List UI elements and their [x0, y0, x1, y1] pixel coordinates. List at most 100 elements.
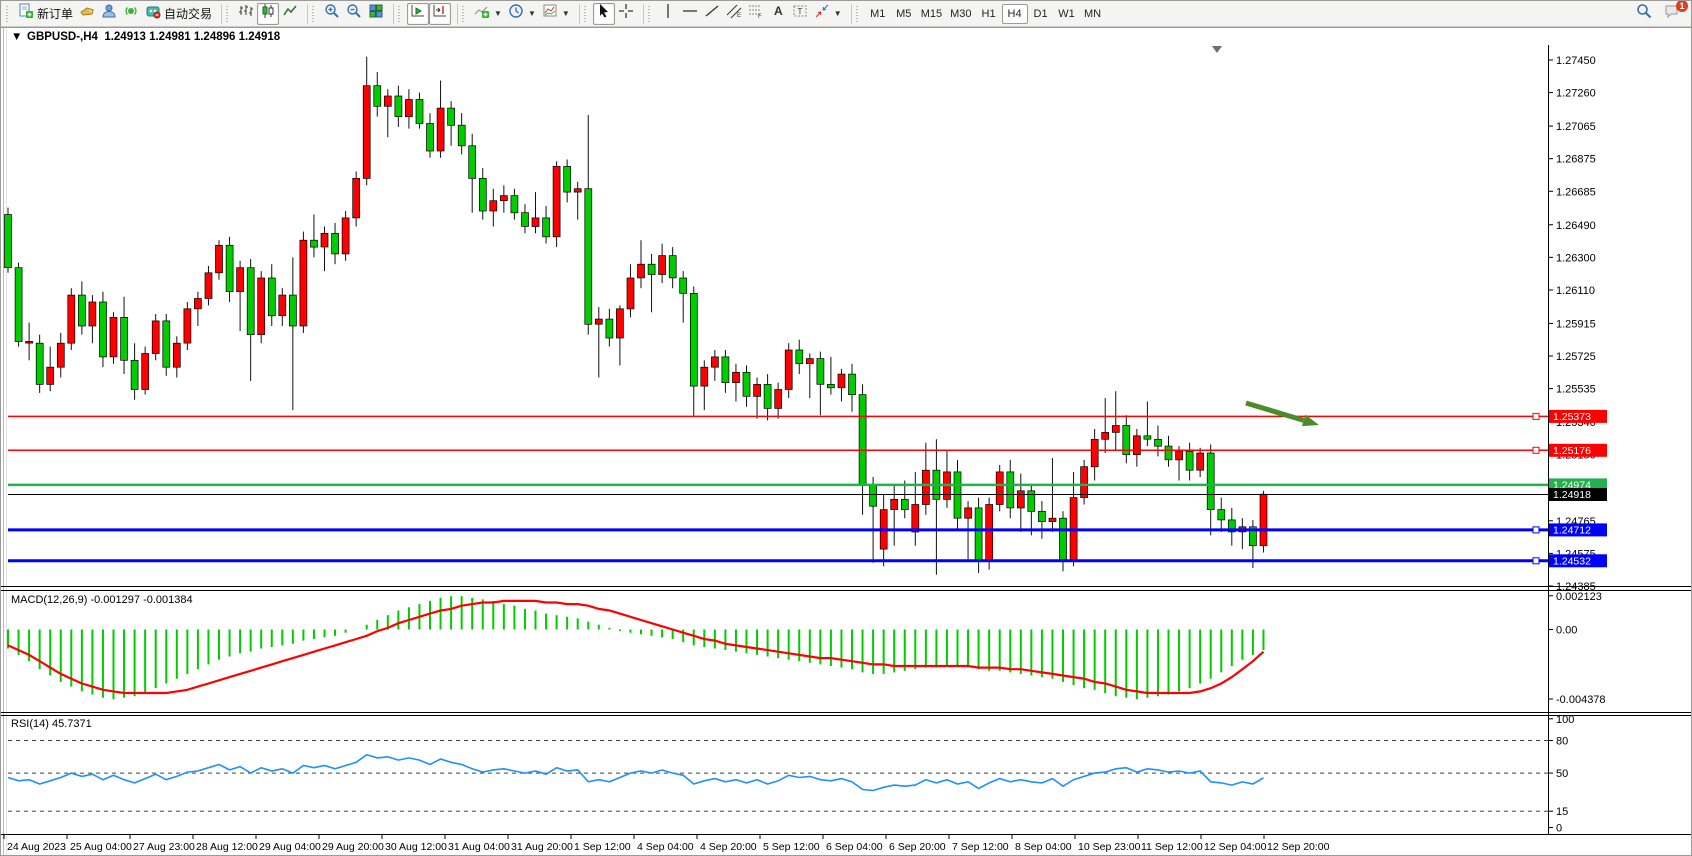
channel-button[interactable]: E	[723, 3, 745, 25]
rsi-label: RSI(14) 45.7371	[11, 718, 92, 730]
rsi-panel[interactable]	[7, 740, 1548, 812]
svg-text:1.25725: 1.25725	[1556, 351, 1596, 363]
rsi-axis: 100 80 50 15 0	[1548, 714, 1574, 835]
chart-shift-button[interactable]	[429, 2, 452, 25]
trend-arrow[interactable]	[1245, 400, 1319, 427]
chart-area[interactable]: ▼ GBPUSD-,H4 1.24913 1.24981 1.24896 1.24…	[1, 27, 1692, 856]
chevron-down-icon: ▼	[561, 9, 570, 18]
svg-text:50: 50	[1556, 768, 1568, 780]
timeframe-m30-button[interactable]: M30	[950, 7, 972, 20]
hline-icon	[682, 3, 698, 24]
svg-text:1.24918: 1.24918	[1553, 489, 1591, 501]
auto-scroll-icon	[410, 3, 426, 24]
shapes-button[interactable]: ▼	[811, 3, 845, 25]
notification-badge: 1	[1676, 1, 1688, 12]
fibonacci-icon: F	[748, 3, 764, 24]
trendline-button[interactable]	[701, 3, 723, 25]
svg-text:-0.004378: -0.004378	[1556, 694, 1606, 706]
chart-shift-marker[interactable]	[1212, 46, 1222, 53]
timeframe-m15-button[interactable]: M15	[920, 7, 943, 20]
timeframe-group: M1 M5 M15 M30 H1 H4 D1 W1 MN	[862, 2, 1109, 26]
toolbar-grip	[311, 5, 316, 22]
text-icon: A	[770, 3, 786, 24]
svg-text:10 Sep 23:00: 10 Sep 23:00	[1078, 841, 1141, 853]
autotrading-button[interactable]: 自动交易	[142, 3, 215, 25]
timeframe-w1-button[interactable]: W1	[1058, 7, 1075, 20]
toolbar-separator	[850, 3, 852, 24]
toolbar-group-6: E F A T ▼	[654, 2, 848, 26]
svg-text:8 Sep 04:00: 8 Sep 04:00	[1015, 841, 1072, 853]
search-button[interactable]	[1633, 3, 1655, 25]
svg-text:4 Sep 04:00: 4 Sep 04:00	[637, 841, 694, 853]
timeframe-m1-button[interactable]: M1	[870, 7, 886, 20]
toolbar-group-5	[590, 2, 640, 26]
svg-text:1.24385: 1.24385	[1556, 581, 1596, 593]
cursor-button[interactable]	[592, 2, 615, 25]
fibonacci-button[interactable]: F	[745, 3, 767, 25]
candlesticks[interactable]	[4, 56, 1268, 575]
svg-text:1.24532: 1.24532	[1553, 555, 1591, 567]
svg-text:80: 80	[1556, 736, 1568, 748]
shapes-icon	[814, 3, 830, 24]
timeframe-h4-button[interactable]: H4	[1001, 3, 1028, 24]
toolbar-separator	[307, 3, 309, 24]
toolbar: 新订单 自动交易 ▼ ▼ ▼ E F A T ▼ M1 M5 M15 M30 H1 H4 D1 W1 MN 1	[1, 1, 1691, 27]
candle-chart-button[interactable]	[257, 2, 280, 25]
svg-text:1.25176: 1.25176	[1553, 445, 1591, 457]
chart-title: ▼ GBPUSD-,H4 1.24913 1.24981 1.24896 1.24…	[11, 31, 281, 43]
timeframe-d1-button[interactable]: D1	[1033, 7, 1048, 20]
svg-text:6 Sep 20:00: 6 Sep 20:00	[889, 841, 946, 853]
zoom-in-button[interactable]	[321, 3, 343, 25]
horizontal-lines[interactable]	[8, 412, 1548, 565]
toolbar-separator	[457, 3, 459, 24]
hline-button[interactable]	[679, 3, 701, 25]
timeframe-m5-button[interactable]: M5	[896, 7, 912, 20]
indicators-button[interactable]: ▼	[471, 3, 505, 25]
macd-panel[interactable]	[7, 596, 1265, 700]
toolbar-separator	[221, 3, 223, 24]
price-axis[interactable]: 1.27450 1.27260 1.27065 1.26875 1.26685 1.264…	[1548, 55, 1596, 593]
bar-chart-button[interactable]	[235, 3, 257, 25]
notifications-button[interactable]: 1	[1661, 1, 1688, 25]
quotes-button[interactable]	[76, 3, 98, 25]
label-button[interactable]: T	[789, 3, 811, 25]
autotrading-label: 自动交易	[164, 7, 213, 21]
signals-button[interactable]	[120, 3, 142, 25]
svg-text:1.25535: 1.25535	[1556, 384, 1596, 396]
new-order-button[interactable]: 新订单	[15, 3, 76, 25]
vline-icon	[660, 3, 676, 24]
toolbar-group-1	[232, 2, 304, 26]
vline-button[interactable]	[657, 3, 679, 25]
line-chart-icon	[282, 3, 298, 24]
crosshair-button[interactable]	[615, 3, 637, 25]
svg-text:F: F	[758, 14, 762, 19]
timeframe-mn-button[interactable]: MN	[1083, 7, 1102, 20]
svg-text:1.26110: 1.26110	[1556, 285, 1595, 297]
chevron-down-icon: ▼	[833, 9, 842, 18]
auto-scroll-button[interactable]	[407, 2, 430, 25]
line-chart-button[interactable]	[279, 3, 301, 25]
svg-text:7 Sep 12:00: 7 Sep 12:00	[952, 841, 1009, 853]
text-button[interactable]: A	[767, 3, 789, 25]
svg-text:15: 15	[1556, 806, 1568, 818]
periods-button[interactable]: ▼	[505, 3, 539, 25]
chart-shift-icon	[432, 3, 448, 24]
bar-chart-icon	[238, 3, 254, 24]
toolbar-separator	[393, 3, 395, 24]
search-icon	[1636, 3, 1652, 24]
timeframe-h1-button[interactable]: H1	[981, 7, 996, 20]
toolbar-grip	[646, 5, 651, 22]
tile-windows-button[interactable]	[365, 3, 387, 25]
profiles-button[interactable]	[98, 3, 120, 25]
toolbar-group-3	[404, 2, 454, 26]
toolbar-separator	[642, 3, 644, 24]
zoom-out-button[interactable]	[343, 3, 365, 25]
toolbar-grip	[461, 5, 466, 22]
svg-text:1.26300: 1.26300	[1556, 252, 1596, 264]
zoom-in-icon	[324, 3, 340, 24]
signals-icon	[123, 3, 139, 24]
templates-button[interactable]: ▼	[539, 3, 573, 25]
panel-frames	[1, 27, 1691, 855]
channel-icon: E	[726, 3, 742, 24]
time-axis[interactable]: 24 Aug 2023 25 Aug 04:00 27 Aug 23:00 28 Au…	[3, 834, 1330, 853]
